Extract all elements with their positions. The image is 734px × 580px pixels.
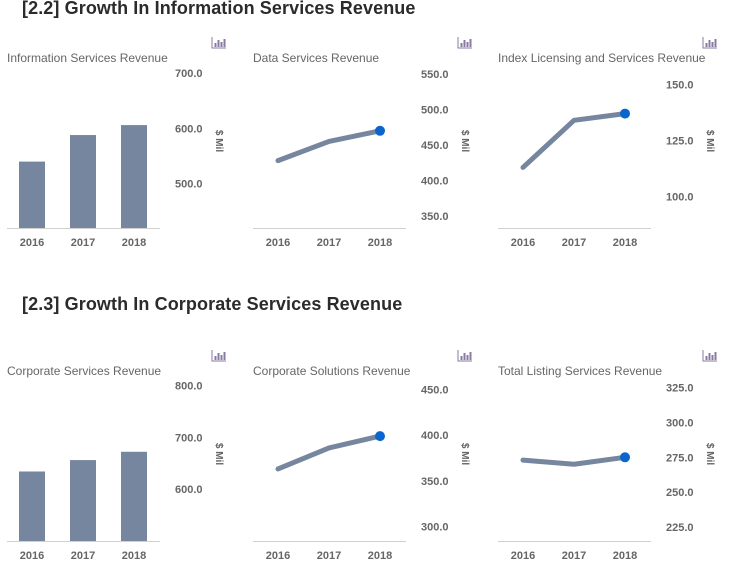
chart-panel-3: Index Licensing and Services Revenue 100.… <box>491 32 734 267</box>
data-point-2018[interactable] <box>375 125 385 136</box>
chart-svg: 600.0 700.0 800.0 $ Mil 2016 2017 2018 <box>7 380 224 562</box>
chart-panel-5: Corporate Solutions Revenue 300.0 350.0 400… <box>246 345 491 580</box>
x-tick-label: 2016 <box>20 550 44 562</box>
bar-chart-icon[interactable] <box>211 37 227 49</box>
bar-2018[interactable] <box>121 451 147 541</box>
x-tick-label: 2018 <box>122 550 146 562</box>
bar-chart-icon[interactable] <box>457 37 473 49</box>
y-tick-label: 700.0 <box>175 432 203 444</box>
y-tick-label: 450.0 <box>421 140 449 152</box>
chart-svg: 225.0 250.0 275.0 300.0 325.0 $ Mil 2016 2017 20… <box>498 383 715 562</box>
y-tick-label: 550.0 <box>421 69 449 81</box>
x-tick-label: 2017 <box>562 550 586 562</box>
y-tick-label: 400.0 <box>421 175 449 187</box>
y-tick-label: 800.0 <box>175 380 203 392</box>
x-tick-label: 2018 <box>613 550 637 562</box>
chart-title: Index Licensing and Services Revenue <box>498 51 706 65</box>
x-tick-label: 2016 <box>266 237 290 249</box>
chart-svg: 300.0 350.0 400.0 450.0 $ Mil 2016 2017 2018 <box>253 385 470 562</box>
y-tick-label: 150.0 <box>666 79 694 91</box>
y-tick-label: 300.0 <box>421 521 449 533</box>
bar-2016[interactable] <box>19 471 45 541</box>
chart-svg: 100.0 125.0 150.0 $ Mil 2016 2017 2018 <box>498 79 715 249</box>
x-tick-label: 2018 <box>122 237 146 249</box>
x-tick-label: 2016 <box>511 550 535 562</box>
section-title-corporate-services: [2.3] Growth In Corporate Services Reven… <box>22 294 403 314</box>
bar-chart-icon[interactable] <box>702 350 718 362</box>
y-tick-label: 500.0 <box>421 105 449 117</box>
y-tick-label: 400.0 <box>421 430 449 442</box>
series-line <box>520 454 628 467</box>
data-point-2018[interactable] <box>620 108 630 119</box>
chart-svg: 350.0 400.0 450.0 500.0 550.0 $ Mil 2016 2017 20… <box>253 69 470 249</box>
chart-panel-1: Information Services Revenue 500.0 600.0 70… <box>0 32 245 267</box>
bar-chart-icon[interactable] <box>702 37 718 49</box>
x-tick-label: 2016 <box>266 550 290 562</box>
y-tick-label: 225.0 <box>666 522 694 534</box>
y-axis-label: $ Mil <box>459 443 470 465</box>
x-tick-label: 2017 <box>317 550 341 562</box>
chart-panel-4: Corporate Services Revenue 600.0 700.0 800.… <box>0 345 245 580</box>
y-tick-label: 450.0 <box>421 385 449 397</box>
chart-panel-6: Total Listing Services Revenue 225.0 250.0… <box>491 345 734 580</box>
series-line <box>520 111 628 170</box>
chart-svg: 500.0 600.0 700.0 $ Mil 2016 2017 2018 <box>7 68 224 249</box>
section-title-information-services: [2.2] Growth In Information Services Rev… <box>22 0 416 18</box>
bar-chart-icon[interactable] <box>457 350 473 362</box>
x-tick-label: 2017 <box>71 550 95 562</box>
data-point-2018[interactable] <box>620 452 630 463</box>
y-tick-label: 600.0 <box>175 484 203 496</box>
x-tick-label: 2017 <box>562 237 586 249</box>
chart-title: Corporate Services Revenue <box>7 364 162 378</box>
x-tick-label: 2016 <box>20 237 44 249</box>
x-tick-label: 2016 <box>511 237 535 249</box>
bar-2016[interactable] <box>19 161 45 228</box>
bar-2017[interactable] <box>70 135 96 228</box>
y-tick-label: 250.0 <box>666 487 694 499</box>
y-axis-label: $ Mil <box>704 130 715 152</box>
y-tick-label: 500.0 <box>175 179 203 191</box>
bar-2017[interactable] <box>70 460 96 541</box>
chart-title: Data Services Revenue <box>253 51 380 65</box>
y-tick-label: 700.0 <box>175 68 203 80</box>
x-tick-label: 2018 <box>368 550 392 562</box>
y-tick-label: 300.0 <box>666 417 694 429</box>
bar-chart-icon[interactable] <box>211 350 227 362</box>
y-axis-label: $ Mil <box>213 443 224 465</box>
chart-title: Information Services Revenue <box>7 51 168 65</box>
chart-title: Total Listing Services Revenue <box>498 364 663 378</box>
series-line <box>275 128 383 164</box>
y-tick-label: 600.0 <box>175 123 203 135</box>
chart-panel-2: Data Services Revenue 350.0 400.0 450.0 500.… <box>246 32 491 267</box>
y-axis-label: $ Mil <box>704 443 715 465</box>
y-tick-label: 325.0 <box>666 383 694 395</box>
series-line <box>275 433 383 472</box>
y-axis-label: $ Mil <box>459 130 470 152</box>
y-tick-label: 100.0 <box>666 192 694 204</box>
x-tick-label: 2017 <box>317 237 341 249</box>
x-tick-label: 2018 <box>368 237 392 249</box>
bar-2018[interactable] <box>121 125 147 228</box>
data-point-2018[interactable] <box>375 431 385 442</box>
y-axis-label: $ Mil <box>213 130 224 152</box>
chart-title: Corporate Solutions Revenue <box>253 364 411 378</box>
y-tick-label: 350.0 <box>421 476 449 488</box>
y-tick-label: 350.0 <box>421 211 449 223</box>
x-tick-label: 2018 <box>613 237 637 249</box>
x-tick-label: 2017 <box>71 237 95 249</box>
y-tick-label: 125.0 <box>666 136 694 148</box>
y-tick-label: 275.0 <box>666 452 694 464</box>
